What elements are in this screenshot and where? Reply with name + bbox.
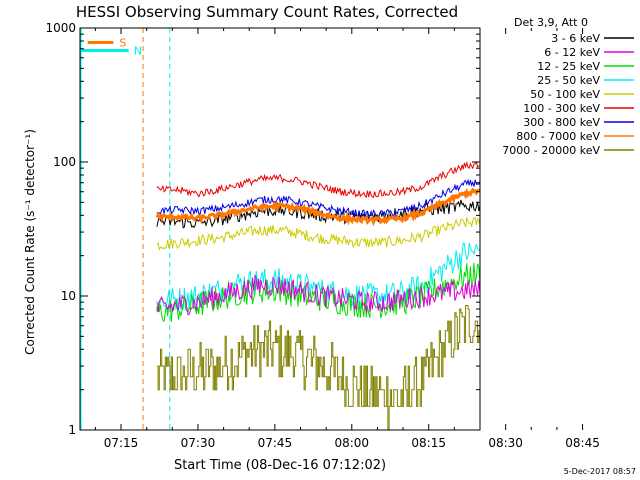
- saa-marker-label: S: [119, 36, 126, 49]
- x-tick-label: 08:45: [565, 436, 600, 450]
- legend-label: 800 - 7000 keV: [516, 130, 600, 143]
- series-line: [156, 242, 480, 312]
- plot-frame: [79, 27, 481, 431]
- legend-header: Det 3,9, Att 0: [514, 16, 588, 29]
- x-tick-label: 08:15: [411, 436, 446, 450]
- legend-label: 50 - 100 keV: [530, 88, 600, 101]
- series-line: [156, 273, 480, 316]
- legend-label: 300 - 800 keV: [523, 116, 600, 129]
- series-line: [155, 187, 480, 227]
- series-line: [156, 217, 480, 252]
- legend-label: 7000 - 20000 keV: [502, 144, 600, 157]
- footer-timestamp: 5-Dec-2017 08:57: [564, 467, 636, 476]
- x-tick-label: 07:15: [104, 436, 139, 450]
- series-line: [156, 178, 480, 218]
- x-tick-label: 07:30: [181, 436, 216, 450]
- y-tick-label: 10: [61, 289, 76, 303]
- x-tick-label: 08:00: [334, 436, 369, 450]
- y-axis: 1 10 100 1000: [45, 21, 480, 437]
- legend-label: 12 - 25 keV: [537, 60, 600, 73]
- x-tick-label: 07:45: [258, 436, 293, 450]
- legend-label: 3 - 6 keV: [551, 32, 600, 45]
- legend-label: 6 - 12 keV: [544, 46, 600, 59]
- series-line: [156, 305, 480, 430]
- y-tick-label: 1: [68, 423, 76, 437]
- chart-title: HESSI Observing Summary Count Rates, Cor…: [76, 3, 458, 21]
- series-line: [156, 161, 480, 198]
- y-tick-label: 1000: [45, 21, 76, 35]
- night-marker-label: N: [134, 44, 142, 57]
- legend-label: 100 - 300 keV: [523, 102, 600, 115]
- series-line: [156, 262, 480, 323]
- x-axis-label: Start Time (08-Dec-16 07:12:02): [174, 458, 386, 473]
- x-tick-label: 08:30: [488, 436, 523, 450]
- y-tick-label: 100: [53, 155, 76, 169]
- x-axis: 07:15 07:30 07:45 08:00 08:15 08:30 08:45: [94, 28, 600, 450]
- plot-area: SN: [80, 28, 480, 430]
- legend-label: 25 - 50 keV: [537, 74, 600, 87]
- y-axis-label: Corrected Count Rate (s⁻¹ detector⁻¹): [23, 129, 37, 355]
